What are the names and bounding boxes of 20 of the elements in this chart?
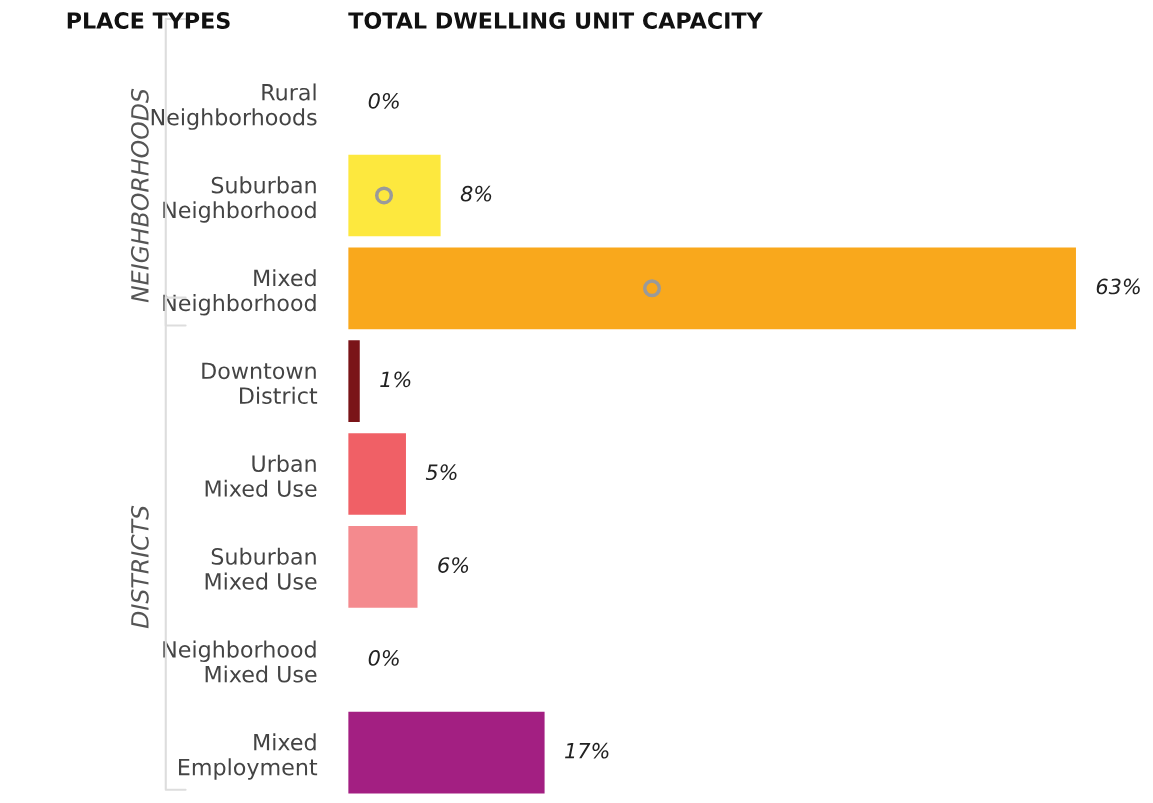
y-tick-label: Rural Neighborhoods bbox=[151, 83, 317, 130]
data-label: 17% bbox=[565, 742, 609, 759]
data-label: 6% bbox=[438, 557, 469, 573]
data-label: 0% bbox=[368, 650, 399, 666]
y-tick-label: Suburban Neighborhood bbox=[163, 176, 316, 223]
data-label: 1% bbox=[380, 371, 411, 388]
y-axis-title: PLACE TYPES bbox=[67, 12, 230, 29]
y-tick-label: Mixed Employment bbox=[179, 733, 318, 780]
data-label: 0% bbox=[368, 92, 399, 109]
text: DISTRICTS bbox=[130, 505, 149, 629]
data-label: 5% bbox=[425, 464, 457, 481]
y-tick-label: Downtown District bbox=[202, 362, 318, 405]
y-tick-label: Suburban Mixed Use bbox=[205, 547, 317, 590]
y-tick-label: Mixed Neighborhood bbox=[163, 269, 316, 316]
y-tick-label: Urban Mixed Use bbox=[205, 454, 317, 497]
chart-title: TOTAL DWELLING UNIT CAPACITY bbox=[348, 12, 763, 29]
data-label: 8% bbox=[460, 185, 492, 202]
data-label: 63% bbox=[1096, 278, 1140, 295]
text: NEIGHBORHOODS bbox=[130, 88, 149, 303]
y-tick-label: Neighborhood Mixed Use bbox=[163, 640, 317, 683]
